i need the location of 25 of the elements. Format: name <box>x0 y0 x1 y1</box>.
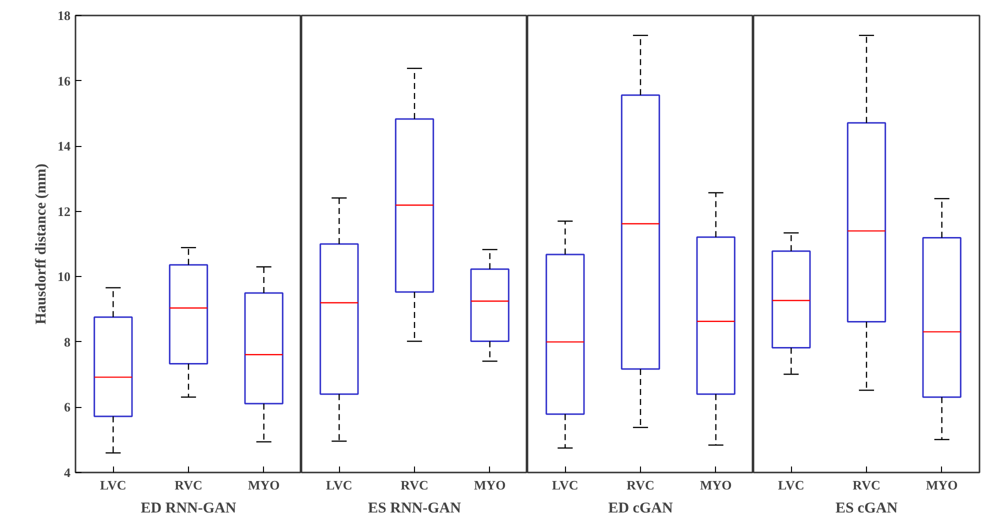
y-tick-label: 8 <box>64 334 71 350</box>
x-tick-label: LVC <box>778 478 804 492</box>
x-tick-label: RVC <box>626 478 654 492</box>
x-tick-label: RVC <box>852 478 880 492</box>
x-tick-label: MYO <box>474 478 506 492</box>
x-tick-label: LVC <box>326 478 352 492</box>
y-tick-label: 12 <box>58 204 70 219</box>
y-tick-label: 6 <box>64 400 71 415</box>
x-tick-label: LVC <box>552 478 578 492</box>
y-tick-label: 18 <box>58 8 71 23</box>
y-tick-label: 16 <box>58 73 71 88</box>
x-tick-label: LVC <box>100 478 126 492</box>
x-tick-label: MYO <box>700 478 732 492</box>
x-tick-label: MYO <box>926 478 958 492</box>
x-axis-title: ES RNN-GAN <box>368 500 462 516</box>
x-axis-title: ES cGAN <box>835 500 898 516</box>
x-axis-title: ED cGAN <box>608 500 673 516</box>
y-tick-label: 10 <box>58 269 70 284</box>
x-tick-label: MYO <box>248 478 280 492</box>
y-tick-label: 4 <box>64 465 71 480</box>
x-tick-label: RVC <box>174 478 202 492</box>
y-axis-title: Hausdorff distance (mm) <box>34 164 50 324</box>
x-axis-title: ED RNN-GAN <box>140 500 236 516</box>
x-tick-label: RVC <box>400 478 428 492</box>
y-tick-label: 14 <box>58 138 71 154</box>
